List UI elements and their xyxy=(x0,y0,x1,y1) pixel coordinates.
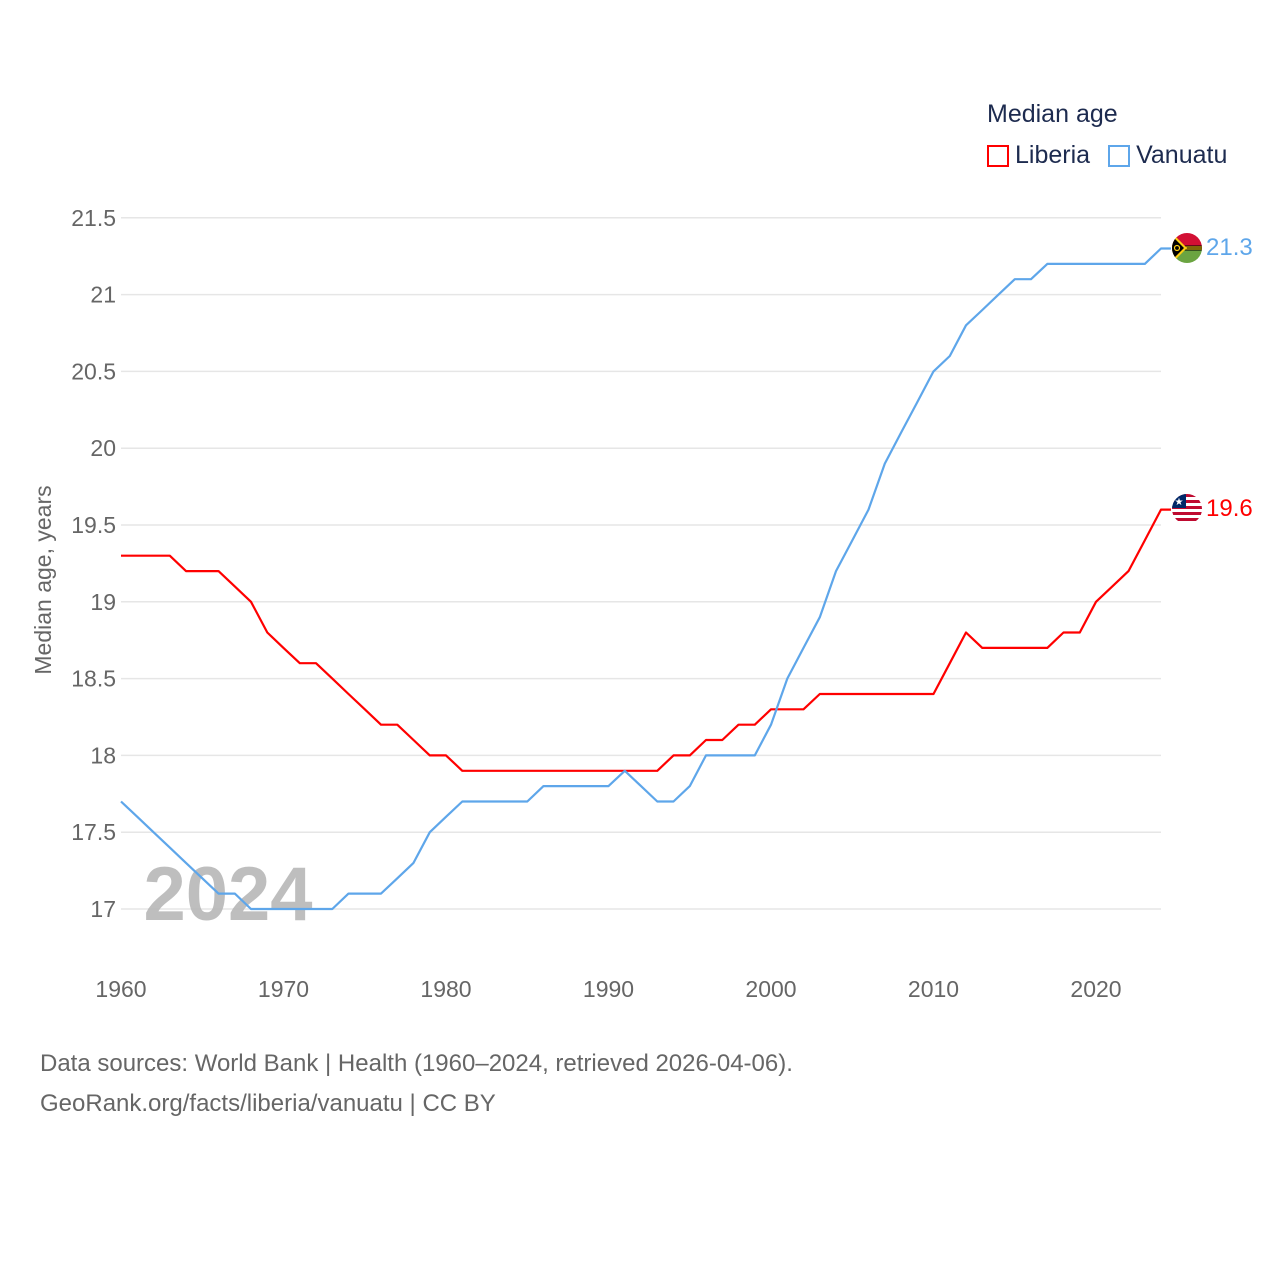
y-axis-ticks: 17 17.5 18 18.5 19 19.5 20 20.5 21 21.5 xyxy=(71,205,116,922)
liberia-swatch-icon xyxy=(987,144,1009,167)
x-tick-label: 2020 xyxy=(1070,976,1121,1002)
y-tick-label: 21.5 xyxy=(71,205,116,231)
vanuatu-flag-icon xyxy=(1172,233,1202,263)
legend-item-liberia[interactable]: Liberia xyxy=(987,141,1090,170)
x-tick-label: 1970 xyxy=(258,976,309,1002)
x-tick-label: 1980 xyxy=(420,976,471,1002)
legend-label-liberia: Liberia xyxy=(1015,141,1091,169)
liberia-flag-icon: ★ xyxy=(1172,494,1202,524)
vanuatu-swatch-icon xyxy=(1108,144,1131,167)
series-line-liberia[interactable] xyxy=(121,508,1171,772)
y-tick-label: 19 xyxy=(90,589,116,615)
y-tick-label: 20 xyxy=(90,435,116,461)
legend-title: Median age xyxy=(987,100,1118,128)
x-tick-label: 1990 xyxy=(583,976,634,1002)
x-tick-label: 2010 xyxy=(908,976,959,1002)
legend: Median age Liberia Vanuatu xyxy=(987,100,1227,170)
series-lines xyxy=(120,247,1171,911)
y-tick-label: 21 xyxy=(90,282,116,308)
y-axis-label: Median age, years xyxy=(30,485,56,674)
x-tick-label: 1960 xyxy=(95,976,146,1002)
x-axis-ticks: 1960 1970 1980 1990 2000 2010 2020 xyxy=(95,976,1121,1002)
y-tick-label: 18.5 xyxy=(71,666,116,692)
liberia-end-value-label: 19.6 xyxy=(1206,495,1253,522)
y-tick-label: 19.5 xyxy=(71,512,116,538)
y-tick-label: 18 xyxy=(90,742,116,768)
gridlines xyxy=(121,217,1161,910)
series-line-vanuatu[interactable] xyxy=(120,247,1171,911)
legend-item-vanuatu[interactable]: Vanuatu xyxy=(1108,141,1227,170)
legend-label-vanuatu: Vanuatu xyxy=(1136,141,1228,169)
x-tick-label: 2000 xyxy=(745,976,796,1002)
vanuatu-end-value-label: 21.3 xyxy=(1206,234,1253,261)
footer: Data sources: World Bank | Health (1960–… xyxy=(40,1044,793,1124)
source-link[interactable]: GeoRank.org/facts/liberia/vanuatu | CC B… xyxy=(40,1090,496,1117)
y-tick-label: 20.5 xyxy=(71,358,116,384)
y-tick-label: 17 xyxy=(90,896,116,922)
y-tick-label: 17.5 xyxy=(71,819,116,845)
data-sources-text: Data sources: World Bank | Health (1960–… xyxy=(40,1050,793,1077)
svg-text:★: ★ xyxy=(1175,497,1184,508)
